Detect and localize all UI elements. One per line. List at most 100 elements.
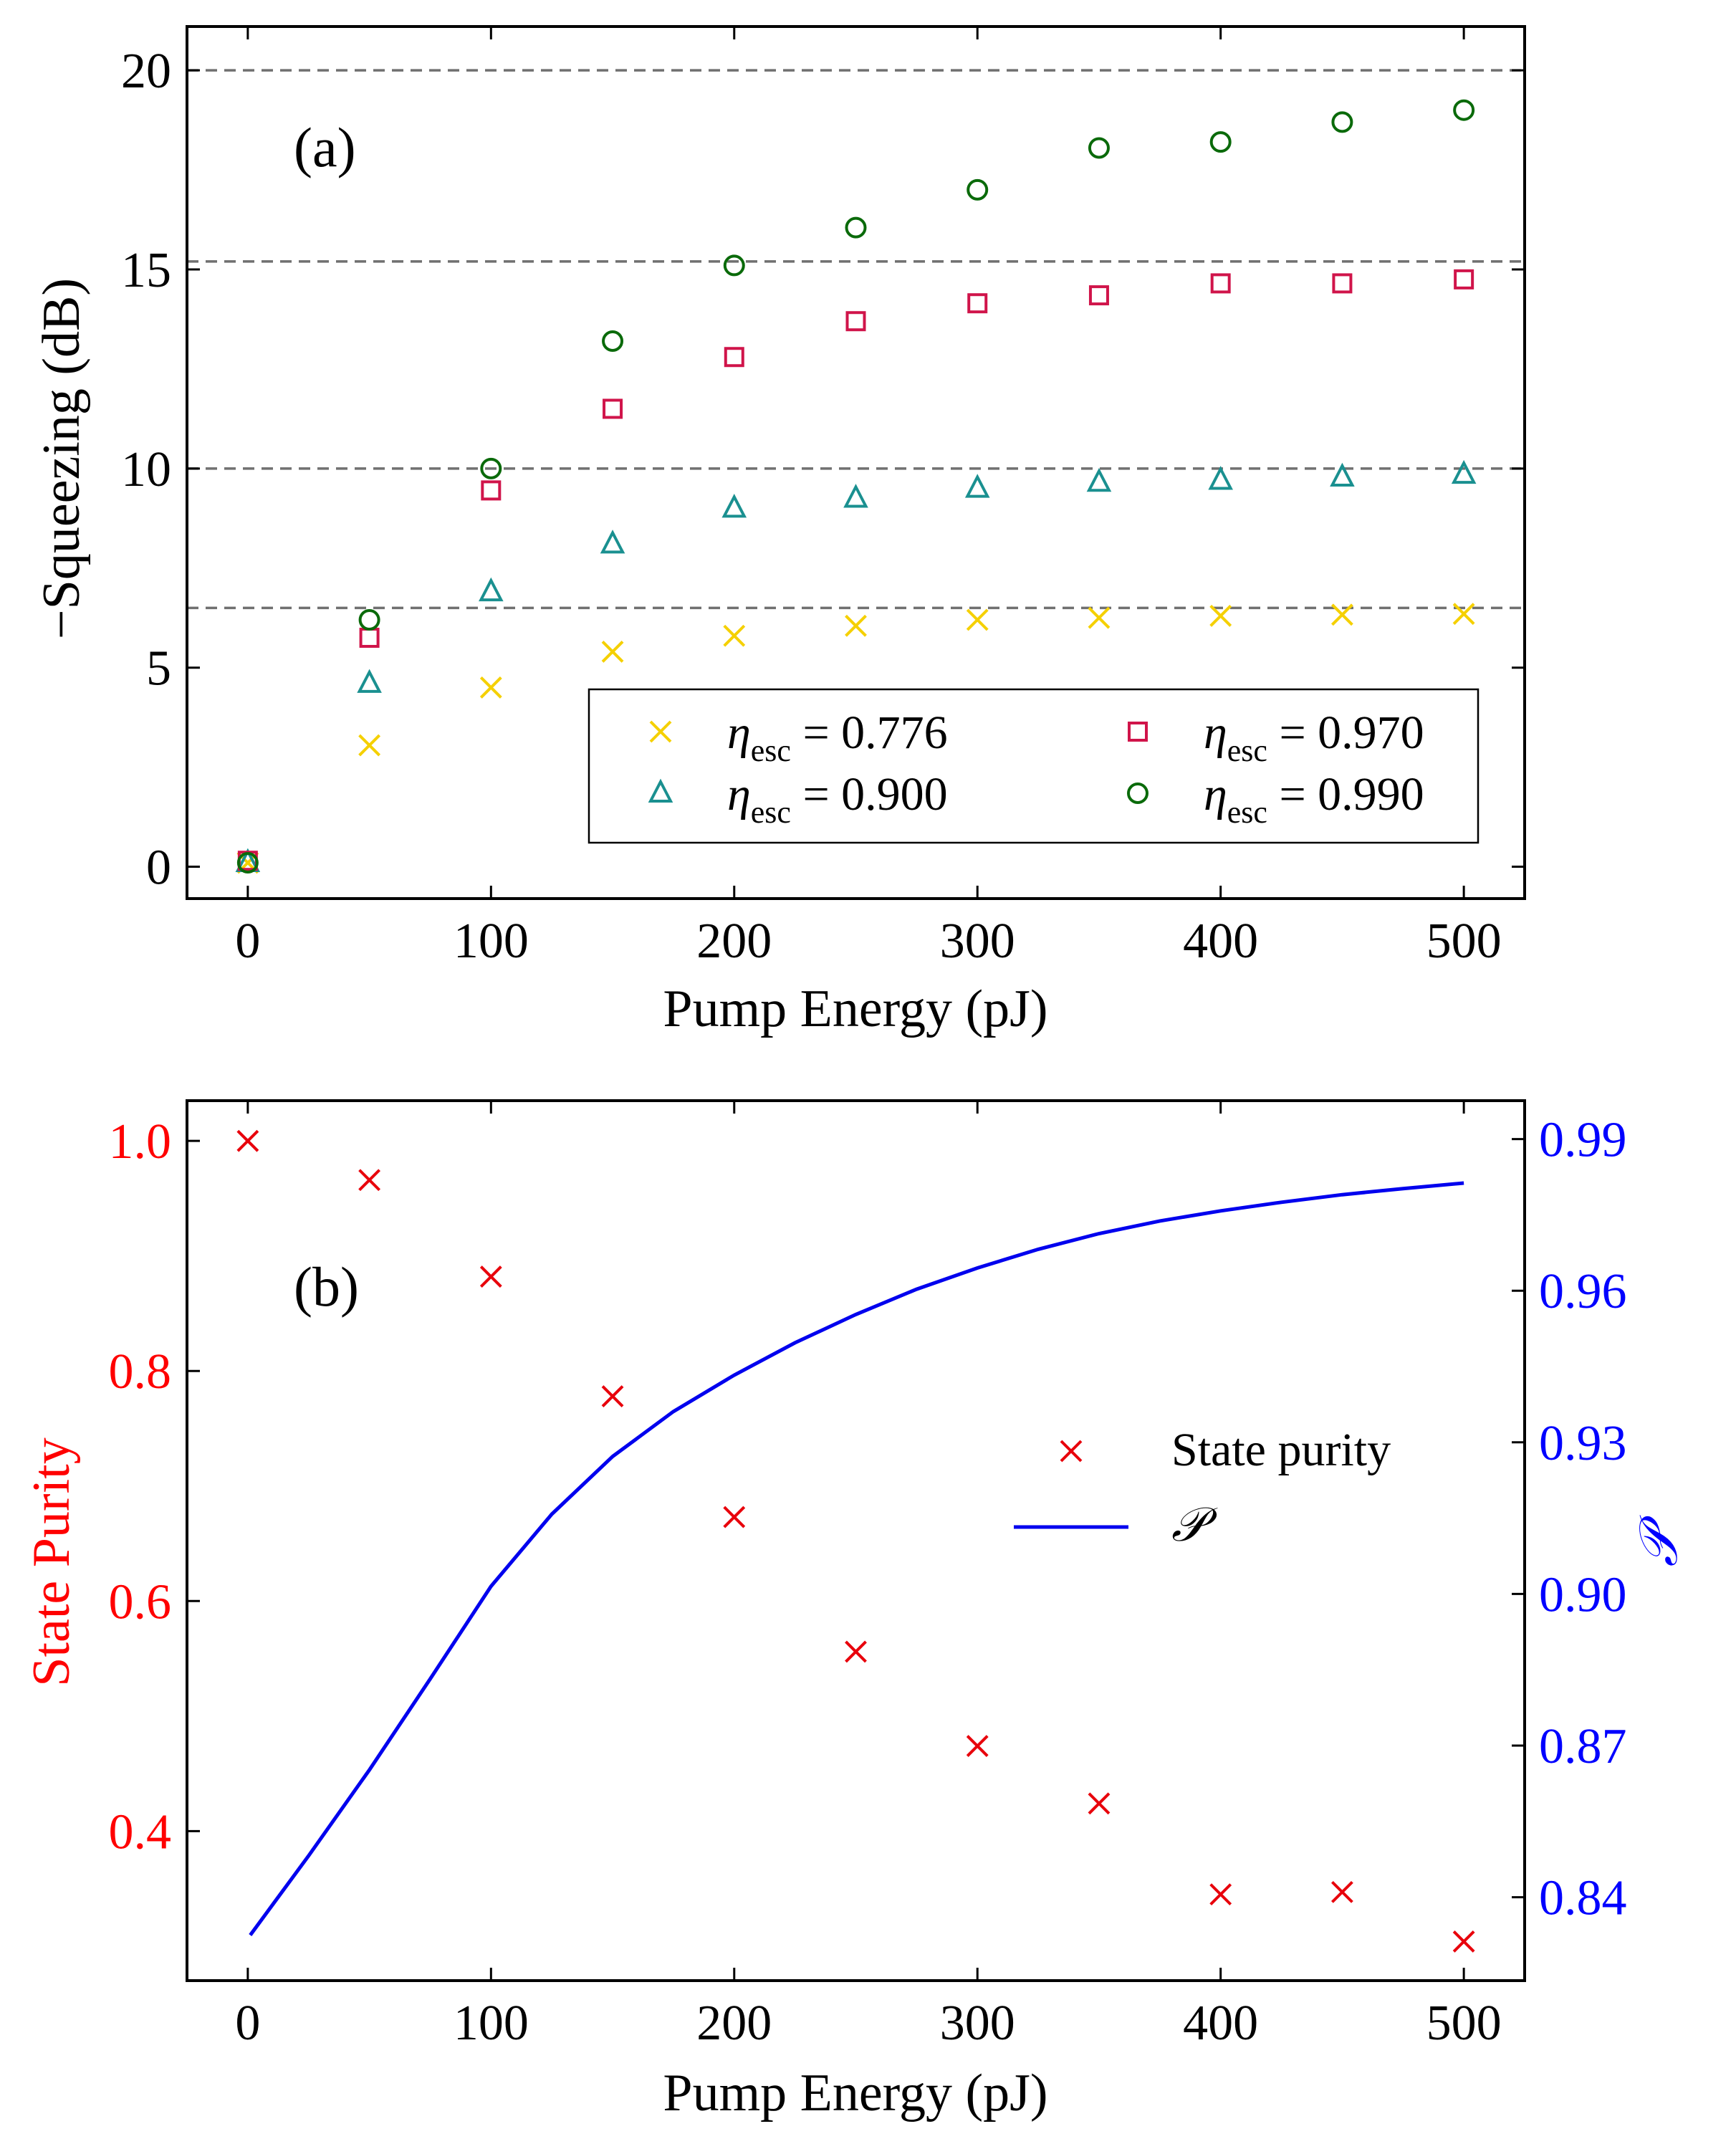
left-y-tick-label: 1.0	[109, 1114, 172, 1169]
panel-a-frame	[186, 25, 1526, 900]
legend-marker-triangle	[648, 778, 673, 803]
legend-marker-circle	[1127, 783, 1148, 804]
data-point-triangle	[1330, 462, 1355, 487]
data-point-x	[479, 676, 502, 699]
left-y-tick-label: 0.6	[109, 1574, 172, 1629]
legend-eta: η	[1204, 707, 1227, 759]
data-point-x	[845, 614, 867, 637]
data-point-x	[723, 624, 746, 647]
left-y-tick-label: 0.4	[109, 1804, 172, 1860]
data-point-circle	[1209, 131, 1232, 153]
panel-a-legend: ηesc = 0.776 ηesc = 0.900 ηesc = 0.970 η…	[588, 688, 1480, 844]
y-tick-label: 20	[121, 44, 171, 99]
legend-box	[588, 688, 1480, 844]
data-point-circle	[358, 609, 380, 631]
purity-point	[358, 1169, 381, 1192]
legend-marker-square	[1128, 722, 1148, 742]
legend-subscript: esc	[1227, 733, 1267, 768]
data-point-circle	[967, 178, 989, 201]
purity-point	[723, 1506, 746, 1528]
legend-value: = 0.776	[791, 707, 948, 759]
purity-point	[1452, 1930, 1475, 1953]
data-point-square	[845, 311, 866, 332]
data-point-x	[966, 608, 989, 631]
x-tick-label: 400	[1183, 1996, 1258, 2051]
data-point-triangle	[357, 669, 382, 693]
data-point-circle	[723, 254, 745, 277]
p-curve-line	[249, 1181, 1464, 1936]
legend-eta: η	[727, 768, 751, 820]
data-point-x	[601, 641, 624, 663]
x-tick-label: 200	[696, 1996, 772, 2051]
x-tick-label: 300	[940, 1996, 1015, 2051]
panel-b-x-axis-label: Pump Energy (pJ)	[663, 2064, 1047, 2123]
data-point-circle	[602, 330, 624, 353]
x-tick-label: 100	[454, 1996, 529, 2051]
data-point-circle	[845, 216, 867, 239]
data-point-x	[358, 734, 381, 757]
legend-entry-0900: ηesc = 0.900	[727, 768, 948, 830]
purity-point	[1088, 1792, 1111, 1815]
right-y-tick-label: 0.90	[1539, 1567, 1627, 1622]
purity-point	[966, 1735, 989, 1757]
panel-b-label: (b)	[294, 1255, 359, 1318]
panel-b-left-y-axis-label: State Purity	[22, 1437, 81, 1686]
data-point-square	[724, 347, 744, 368]
legend-subscript: esc	[1227, 795, 1267, 830]
legend-marker-x	[1060, 1440, 1083, 1463]
purity-point	[1209, 1883, 1232, 1906]
right-y-tick-label: 0.99	[1539, 1113, 1627, 1168]
panel-a-data-points	[235, 99, 1477, 874]
data-point-square	[481, 480, 502, 501]
left-y-tick-label: 0.8	[109, 1344, 172, 1399]
legend-entry-0776: ηesc = 0.776	[727, 707, 948, 768]
x-tick-label: 200	[696, 914, 772, 969]
legend-eta: η	[1204, 768, 1227, 820]
data-point-square	[1210, 273, 1231, 294]
legend-subscript: esc	[751, 795, 791, 830]
data-point-circle	[1453, 99, 1475, 121]
data-point-triangle	[1451, 459, 1477, 484]
data-point-x	[1452, 603, 1475, 626]
panel-a-tick-labels: 0 100 200 300 400 500 0 5 10 15 20	[121, 44, 1502, 969]
legend-value: = 0.970	[1267, 707, 1424, 759]
data-point-square	[1332, 273, 1353, 294]
y-tick-label: 5	[146, 641, 171, 697]
x-tick-label: 500	[1426, 914, 1502, 969]
legend-markers	[648, 720, 1148, 804]
panel-a-y-axis-label: −Squeezing (dB)	[32, 278, 91, 639]
purity-point	[1330, 1880, 1353, 1903]
x-tick-label: 500	[1426, 1996, 1502, 2051]
y-tick-label: 0	[146, 841, 171, 896]
purity-point	[601, 1385, 624, 1407]
legend-eta: η	[727, 707, 751, 759]
purity-points	[236, 1129, 1475, 1953]
data-point-triangle	[479, 577, 504, 602]
data-point-square	[967, 293, 988, 314]
purity-point	[479, 1265, 502, 1288]
data-point-triangle	[1086, 467, 1112, 492]
x-tick-label: 400	[1183, 914, 1258, 969]
legend-value: = 0.990	[1267, 768, 1424, 820]
data-point-circle	[1088, 137, 1110, 159]
data-point-square	[1088, 285, 1109, 306]
panel-a-chart: 0 100 200 300 400 500 0 5 10 15 20 (a) Pump Energy…	[32, 25, 1526, 1038]
legend-purity-marker	[1060, 1440, 1083, 1463]
legend-subscript: esc	[751, 733, 791, 768]
right-y-tick-label: 0.96	[1539, 1264, 1627, 1319]
legend-marker-x	[649, 720, 672, 743]
panel-b-tick-labels: 0 100 200 300 400 500 0.4 0.6 0.8 1.0 0.84 0.87 0.90…	[109, 1113, 1627, 2051]
legend-value: = 0.900	[791, 768, 948, 820]
y-tick-label: 10	[121, 442, 171, 497]
right-y-tick-label: 0.87	[1539, 1719, 1627, 1774]
data-point-x	[1209, 605, 1232, 627]
x-tick-label: 0	[235, 914, 260, 969]
data-point-x	[1088, 606, 1111, 629]
panel-b-chart: 0 100 200 300 400 500 0.4 0.6 0.8 1.0 0.84 0.87 0.90…	[22, 1099, 1689, 2123]
data-point-circle	[236, 851, 259, 874]
data-point-square	[1454, 269, 1474, 289]
data-point-circle	[1331, 111, 1353, 133]
purity-point	[845, 1640, 867, 1663]
